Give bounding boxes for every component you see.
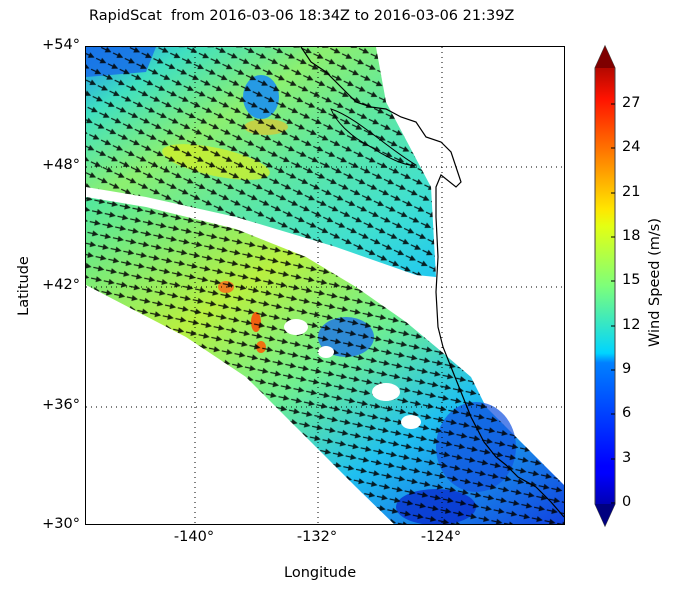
colorbar-tick-9: 9 xyxy=(622,361,632,377)
colorbar-tick-18: 18 xyxy=(622,228,641,244)
colorbar-tick-3: 3 xyxy=(622,450,632,466)
map-plot-area xyxy=(85,46,565,525)
wind-field-map xyxy=(86,47,564,524)
southern-swath xyxy=(86,197,564,524)
colorbar-tick-0: 0 xyxy=(622,494,632,510)
xtick-minus132: -132° xyxy=(296,529,338,545)
colorbar xyxy=(594,44,616,528)
colorbar-tick-6: 6 xyxy=(622,405,632,421)
y-axis-label: Latitude xyxy=(16,256,32,316)
vancouver-island-outline xyxy=(330,108,418,166)
graticule xyxy=(86,47,564,524)
coastline xyxy=(300,47,564,518)
colorbar-tick-15: 15 xyxy=(622,272,641,288)
ytick-54: +54° xyxy=(42,37,80,53)
northern-swath xyxy=(86,47,436,277)
x-axis-label: Longitude xyxy=(284,565,357,581)
colorbar-tick-12: 12 xyxy=(622,317,641,333)
ytick-42: +42° xyxy=(42,277,80,293)
chart-title: RapidScat from 2016-03-06 18:34Z to 2016… xyxy=(89,8,515,24)
xtick-minus140: -140° xyxy=(173,529,215,545)
xtick-minus124: -124° xyxy=(420,529,462,545)
colorbar-tick-27: 27 xyxy=(622,95,641,111)
colorbar-tick-21: 21 xyxy=(622,184,641,200)
colorbar-tick-24: 24 xyxy=(622,139,641,155)
colorbar-label: Wind Speed (m/s) xyxy=(647,218,663,347)
ytick-36: +36° xyxy=(42,397,80,413)
ytick-30: +30° xyxy=(42,516,80,532)
ytick-48: +48° xyxy=(42,157,80,173)
